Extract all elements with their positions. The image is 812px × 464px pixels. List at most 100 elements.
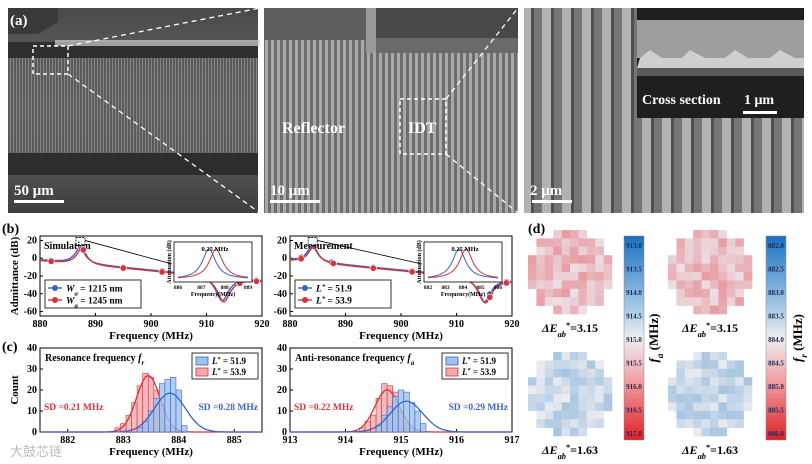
wafer-cell: [603, 385, 613, 395]
y-tick-label: 10: [277, 406, 287, 417]
data-point: [47, 257, 55, 265]
wafer-cell: [561, 238, 571, 248]
wafer-cell: [743, 385, 753, 395]
wafer-cell: [710, 246, 719, 256]
scale-bar-10um: 10 μm: [270, 183, 310, 199]
wafer-cell: [710, 288, 719, 298]
histogram-bar: [420, 423, 427, 433]
wafer-cell: [570, 394, 579, 403]
wafer-cell: [561, 394, 571, 403]
wafer-cell: [668, 272, 677, 281]
cross-section-label: Cross section: [642, 93, 721, 108]
sem-panel-1: [8, 7, 261, 214]
histogram-bar: [164, 379, 171, 433]
wafer-cell: [701, 410, 711, 420]
histogram-bar: [397, 389, 405, 433]
y-tick-label: -60: [24, 307, 37, 318]
wafer-cell: [743, 280, 753, 290]
wafer-cell: [570, 263, 579, 273]
colorbar-fa-tick-label: 915.5: [626, 360, 642, 368]
x-axis-label: Frequency (MHz): [109, 330, 193, 342]
wafer-cell: [578, 230, 588, 239]
data-point: [79, 246, 87, 254]
y-tick-label: -40: [24, 289, 37, 300]
wafer-cell: [544, 280, 554, 290]
wafer-cell: [586, 377, 596, 386]
wafer-cell: [735, 263, 744, 273]
wafer-cell: [536, 272, 546, 281]
y-tick-label: 30: [277, 364, 287, 375]
wafer-cell: [553, 402, 562, 412]
wafer-cell: [561, 427, 571, 437]
wafer-cell: [544, 272, 554, 281]
histogram-bar: [392, 395, 399, 433]
wafer-cell: [553, 288, 562, 298]
wafer-cell: [544, 377, 554, 386]
wafer-cell: [595, 402, 604, 412]
wafer-cell: [693, 410, 702, 420]
colorbar-fa-tick-label: 913.0: [626, 242, 642, 250]
wafer-cell: [528, 272, 537, 281]
wafer-cell: [561, 272, 571, 281]
wafer-cell: [684, 255, 694, 264]
series-line: [39, 247, 262, 303]
wafer-cell: [586, 246, 596, 256]
wafer-cell: [668, 255, 677, 264]
wafer-cell: [726, 377, 736, 386]
data-point: [408, 268, 416, 276]
wafer-cell: [726, 360, 736, 370]
inset-annotation: 0.25 MHz: [451, 246, 478, 253]
wafer-cell: [693, 402, 702, 412]
wafer-cell: [561, 402, 571, 412]
wafer-cell: [743, 255, 753, 264]
wafer-cell: [595, 385, 604, 395]
wafer-cell: [735, 280, 744, 290]
wafer-cell: [735, 410, 744, 420]
x-tick-label: 883: [116, 435, 131, 446]
sd-label-blue: SD =0.29 MHz: [448, 403, 508, 413]
wafer-cell: [693, 368, 702, 378]
wafer-map-label: ΔEab*=3.15: [681, 321, 738, 339]
wafer-cell: [595, 288, 604, 298]
wafer-map: [668, 230, 753, 315]
wafer-cell: [561, 368, 571, 378]
wafer-cell: [586, 272, 596, 281]
wafer-cell: [668, 377, 677, 386]
wafer-cell: [570, 280, 579, 290]
y-tick-label: -20: [274, 271, 287, 282]
data-point: [119, 264, 127, 272]
data-point: [329, 259, 337, 267]
wafer-cell: [578, 410, 588, 420]
colorbar-fr-tick-label: 885.5: [768, 407, 784, 415]
wafer-cell: [693, 419, 702, 428]
wafer-cell: [693, 394, 702, 403]
wafer-cell: [553, 360, 562, 370]
wafer-cell: [676, 238, 686, 248]
wafer-cell: [553, 305, 562, 315]
histogram-bar: [175, 389, 182, 433]
wafer-cell: [735, 419, 744, 428]
sd-label-red: SD =0.21 MHz: [44, 403, 104, 413]
wafer-cell: [693, 297, 702, 306]
inset-annotation: 0.25 MHz: [201, 246, 228, 253]
wafer-cell: [718, 368, 728, 378]
wafer-cell: [701, 305, 711, 315]
wafer-cell: [710, 427, 719, 437]
inset-x-tick-label: 886: [174, 285, 183, 291]
histogram-bar: [136, 427, 143, 433]
wafer-cell: [701, 238, 711, 248]
wafer-cell: [718, 297, 728, 306]
panel-label-a: (a): [10, 13, 28, 29]
wafer-cell: [586, 360, 596, 370]
wafer-cell: [701, 377, 711, 386]
wafer-cell: [561, 385, 571, 395]
wafer-cell: [676, 263, 686, 273]
wafer-cell: [544, 385, 554, 395]
wafer-cell: [544, 263, 554, 273]
wafer-cell: [595, 272, 604, 281]
wafer-cell: [726, 385, 736, 395]
wafer-cell: [718, 385, 728, 395]
wafer-cell: [528, 280, 537, 290]
legend-box: [44, 279, 142, 309]
wafer-cell: [726, 255, 736, 264]
